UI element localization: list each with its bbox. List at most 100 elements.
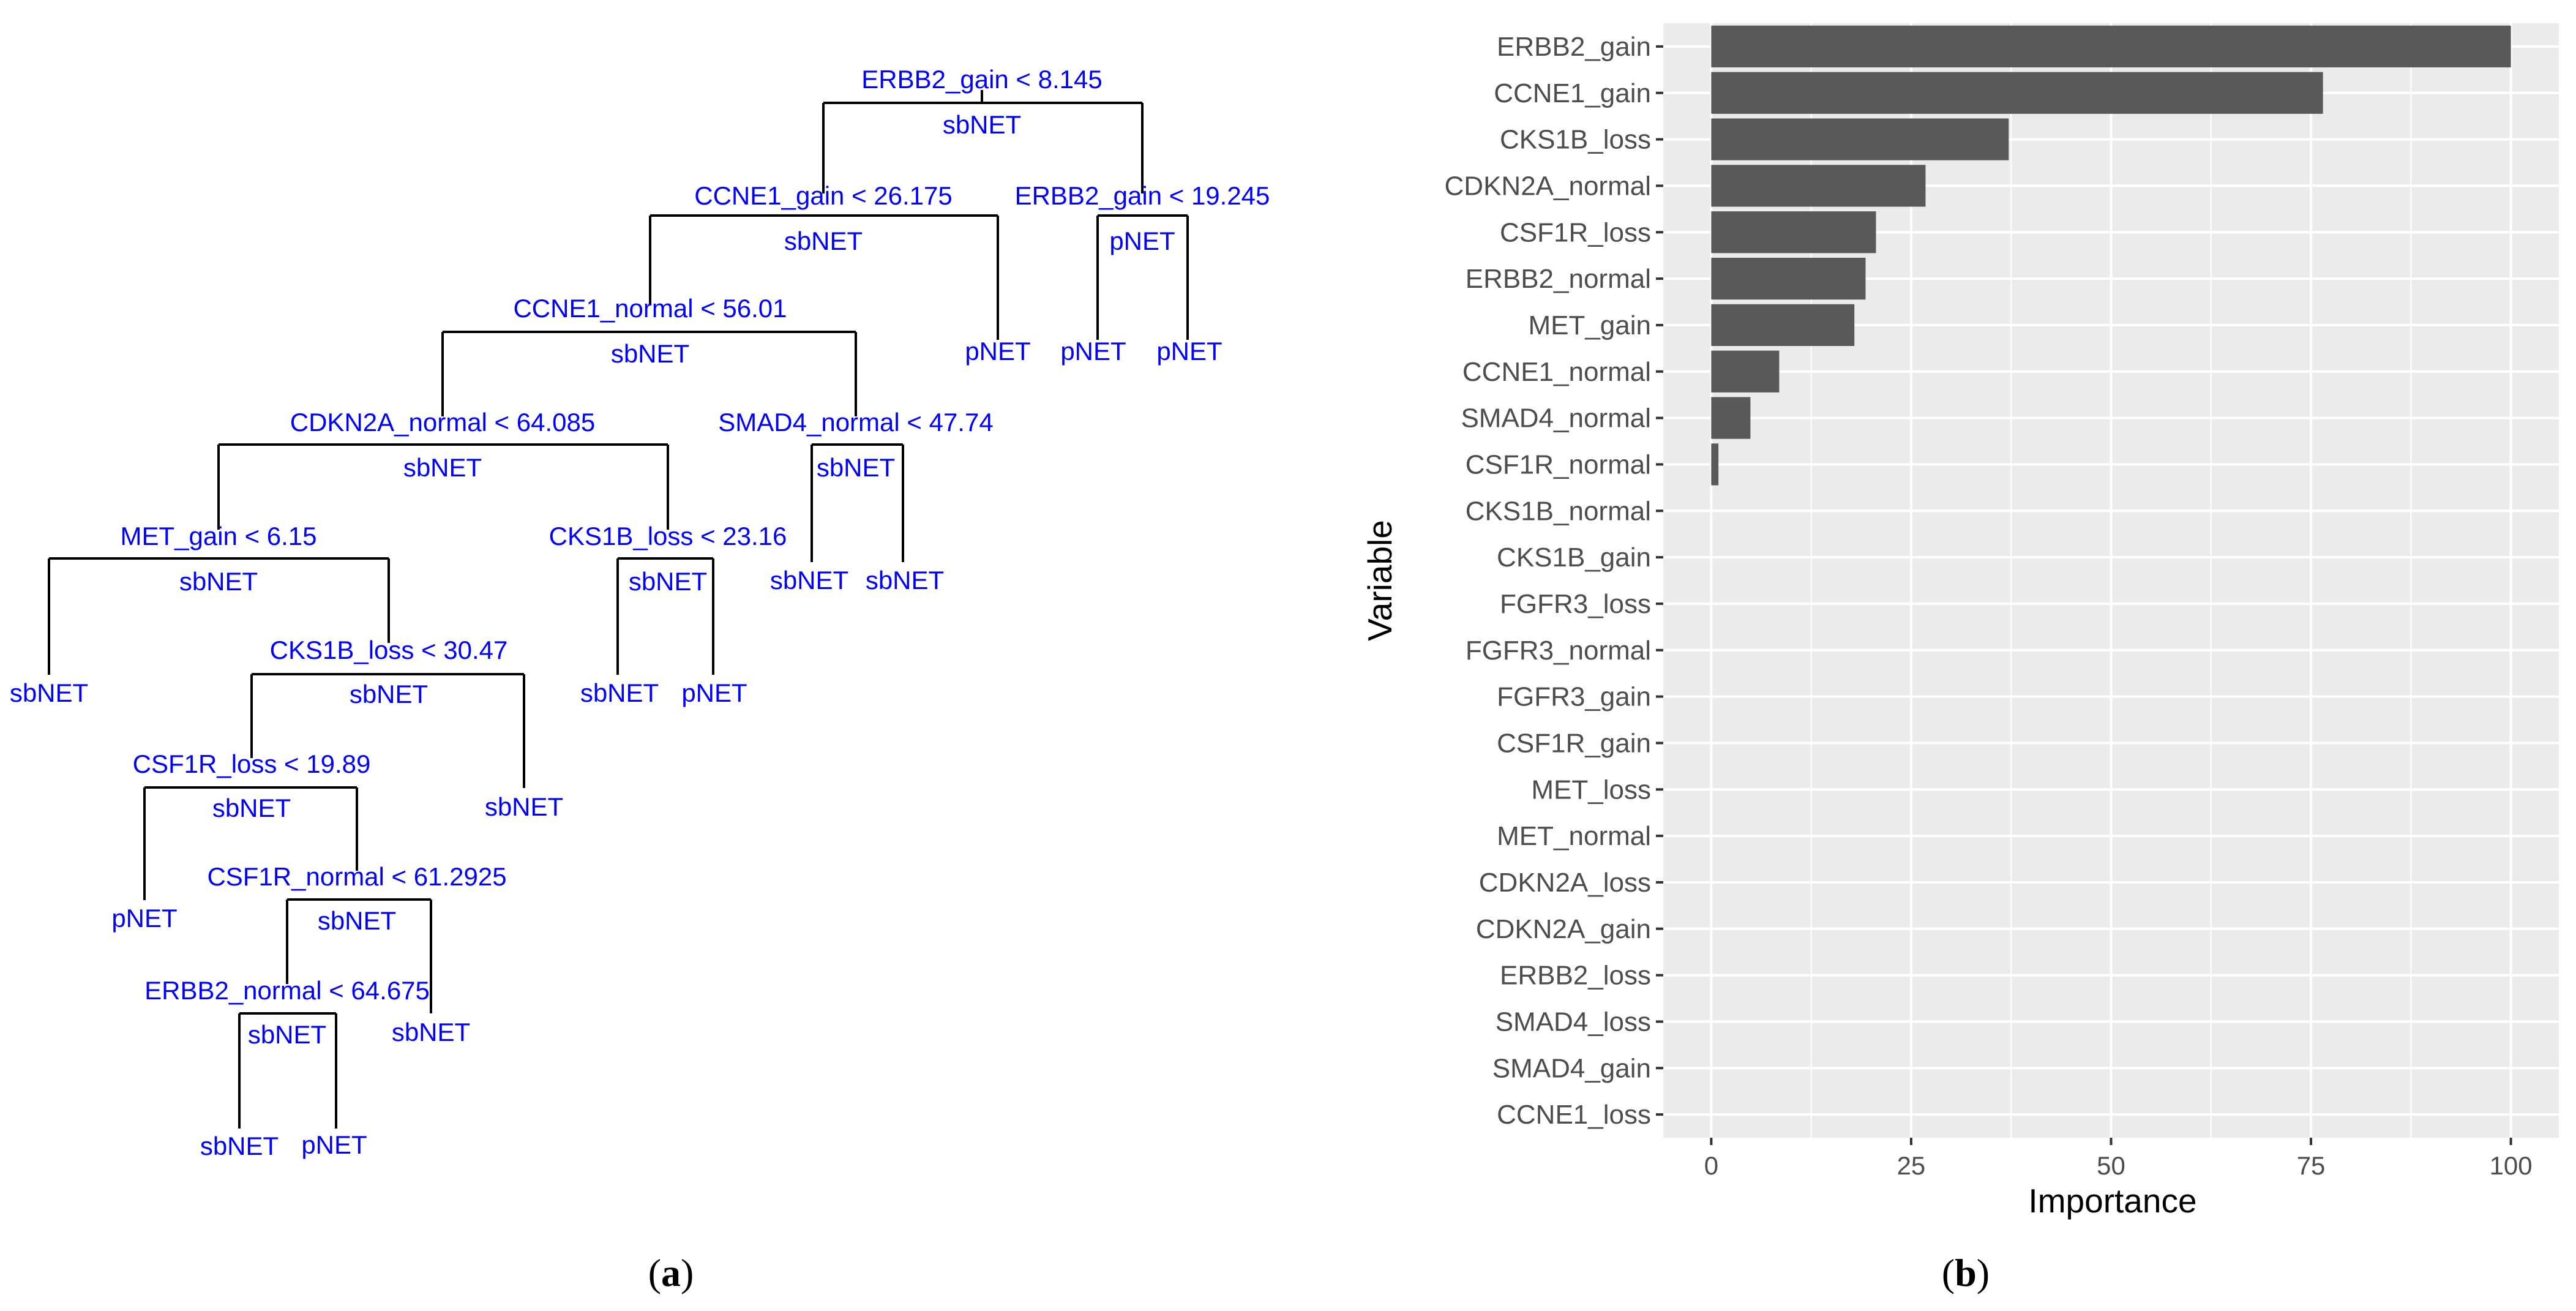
split-rule: ERBB2_gain < 8.145: [861, 65, 1102, 94]
bar: [1711, 25, 2511, 68]
y-tick-label: SMAD4_normal: [1461, 404, 1651, 434]
panel-label-a-letter: a: [661, 1251, 681, 1294]
split-rule: CSF1R_normal < 61.2925: [207, 862, 506, 891]
y-tick-label: CCNE1_gain: [1494, 78, 1651, 108]
y-tick-label: ERBB2_normal: [1466, 264, 1651, 294]
split-class: sbNET: [318, 906, 396, 935]
split-class: sbNET: [212, 794, 291, 822]
x-tick-label: 100: [2490, 1151, 2533, 1180]
split-rule: CDKN2A_normal < 64.085: [290, 408, 595, 437]
split-rule: ERBB2_gain < 19.245: [1015, 181, 1270, 210]
leaf-class: pNET: [301, 1130, 367, 1159]
leaf-class: pNET: [965, 337, 1030, 366]
split-class: sbNET: [629, 567, 707, 596]
bar: [1711, 72, 2323, 114]
leaf-class: sbNET: [485, 792, 563, 821]
bar: [1711, 211, 1876, 254]
y-tick-label: ERBB2_gain: [1497, 32, 1651, 62]
tree-edge: [822, 90, 1144, 193]
y-tick-label: CSF1R_loss: [1500, 217, 1651, 247]
bar: [1711, 397, 1751, 439]
y-tick-label: MET_loss: [1531, 775, 1651, 805]
y-tick-label: CDKN2A_gain: [1476, 914, 1651, 944]
split-class: sbNET: [943, 110, 1021, 139]
bars: [1711, 25, 2511, 486]
split-class: sbNET: [350, 680, 428, 708]
split-rule: CCNE1_normal < 56.01: [513, 294, 787, 323]
bar: [1711, 257, 1866, 300]
y-tick-label: CCNE1_loss: [1497, 1100, 1651, 1130]
y-tick-label: SMAD4_loss: [1496, 1007, 1651, 1037]
y-tick-label: CKS1B_gain: [1497, 543, 1651, 573]
split-class: sbNET: [179, 567, 258, 596]
x-tick-label: 75: [2297, 1151, 2326, 1180]
y-axis-title: Variable: [1361, 520, 1399, 641]
x-axis: 0 25 50 75 100: [1704, 1138, 2533, 1180]
importance-chart: ERBB2_gain CCNE1_gain CKS1B_loss CDKN2A_nor…: [1361, 23, 2559, 1294]
tree-edge: [250, 673, 525, 788]
y-tick-label: FGFR3_normal: [1466, 636, 1651, 666]
panel-label-b-letter: b: [1955, 1251, 1977, 1294]
leaf-class: sbNET: [580, 678, 659, 707]
leaf-class: pNET: [1060, 337, 1126, 366]
split-class: sbNET: [817, 453, 895, 482]
y-tick-label: CDKN2A_loss: [1479, 868, 1651, 898]
bar: [1711, 304, 1855, 347]
split-rule: CKS1B_loss < 30.47: [270, 636, 508, 664]
tree-edges: [48, 90, 1189, 1129]
tree-labels: ERBB2_gain < 8.145 sbNET CCNE1_gain < 26…: [10, 65, 1270, 1160]
split-class: sbNET: [248, 1020, 326, 1049]
tree-edge: [811, 443, 904, 562]
tree-edge: [143, 786, 358, 900]
x-tick-label: 0: [1704, 1151, 1718, 1180]
split-class: sbNET: [784, 227, 863, 255]
y-tick-label: CCNE1_normal: [1462, 357, 1651, 387]
y-tick-label: FGFR3_gain: [1497, 682, 1651, 712]
split-rule: MET_gain < 6.15: [120, 522, 316, 550]
x-tick-label: 50: [2097, 1151, 2125, 1180]
tree-edge: [649, 214, 999, 340]
y-tick-label: CKS1B_loss: [1500, 125, 1651, 155]
split-class: sbNET: [611, 339, 689, 368]
split-rule: CKS1B_loss < 23.16: [549, 522, 787, 550]
tree-edge: [238, 1012, 337, 1129]
tree-edge: [286, 898, 432, 1013]
tree-edge: [217, 443, 669, 530]
split-class: pNET: [1109, 227, 1175, 255]
bar: [1711, 118, 2009, 160]
bar: [1711, 350, 1780, 393]
split-rule: SMAD4_normal < 47.74: [718, 408, 993, 437]
y-tick-label: MET_gain: [1528, 310, 1651, 340]
leaf-class: sbNET: [10, 678, 88, 707]
y-tick-label: SMAD4_gain: [1492, 1053, 1651, 1083]
tree-edge: [441, 331, 857, 416]
x-axis-title: Importance: [2028, 1182, 2196, 1220]
y-tick-label: MET_normal: [1497, 821, 1651, 851]
y-tick-label: CKS1B_normal: [1466, 496, 1651, 526]
leaf-class: pNET: [111, 904, 177, 933]
split-class: sbNET: [403, 453, 482, 482]
bar: [1711, 443, 1719, 486]
leaf-class: sbNET: [866, 566, 944, 595]
panel-label-a: (a): [648, 1251, 694, 1294]
x-tick-label: 25: [1897, 1151, 1926, 1180]
tree-edge: [616, 557, 714, 675]
y-tick-label: FGFR3_loss: [1500, 589, 1651, 619]
bar: [1711, 165, 1926, 207]
tree-edge: [48, 557, 390, 675]
split-rule: CCNE1_gain < 26.175: [694, 181, 952, 210]
panel-label-b: (b): [1942, 1251, 1990, 1294]
leaf-class: sbNET: [770, 566, 848, 595]
y-tick-label: CDKN2A_normal: [1445, 171, 1651, 201]
leaf-class: sbNET: [392, 1018, 470, 1046]
decision-tree: ERBB2_gain < 8.145 sbNET CCNE1_gain < 26…: [10, 65, 1270, 1294]
y-tick-label: CSF1R_normal: [1466, 449, 1651, 479]
leaf-class: sbNET: [200, 1132, 279, 1160]
leaf-class: pNET: [1156, 337, 1222, 366]
y-tick-label: CSF1R_gain: [1497, 728, 1651, 758]
split-rule: CSF1R_loss < 19.89: [133, 749, 371, 778]
y-axis: ERBB2_gain CCNE1_gain CKS1B_loss CDKN2A_nor…: [1445, 32, 1663, 1130]
tree-edge: [1096, 214, 1189, 340]
y-tick-label: ERBB2_loss: [1500, 961, 1651, 991]
